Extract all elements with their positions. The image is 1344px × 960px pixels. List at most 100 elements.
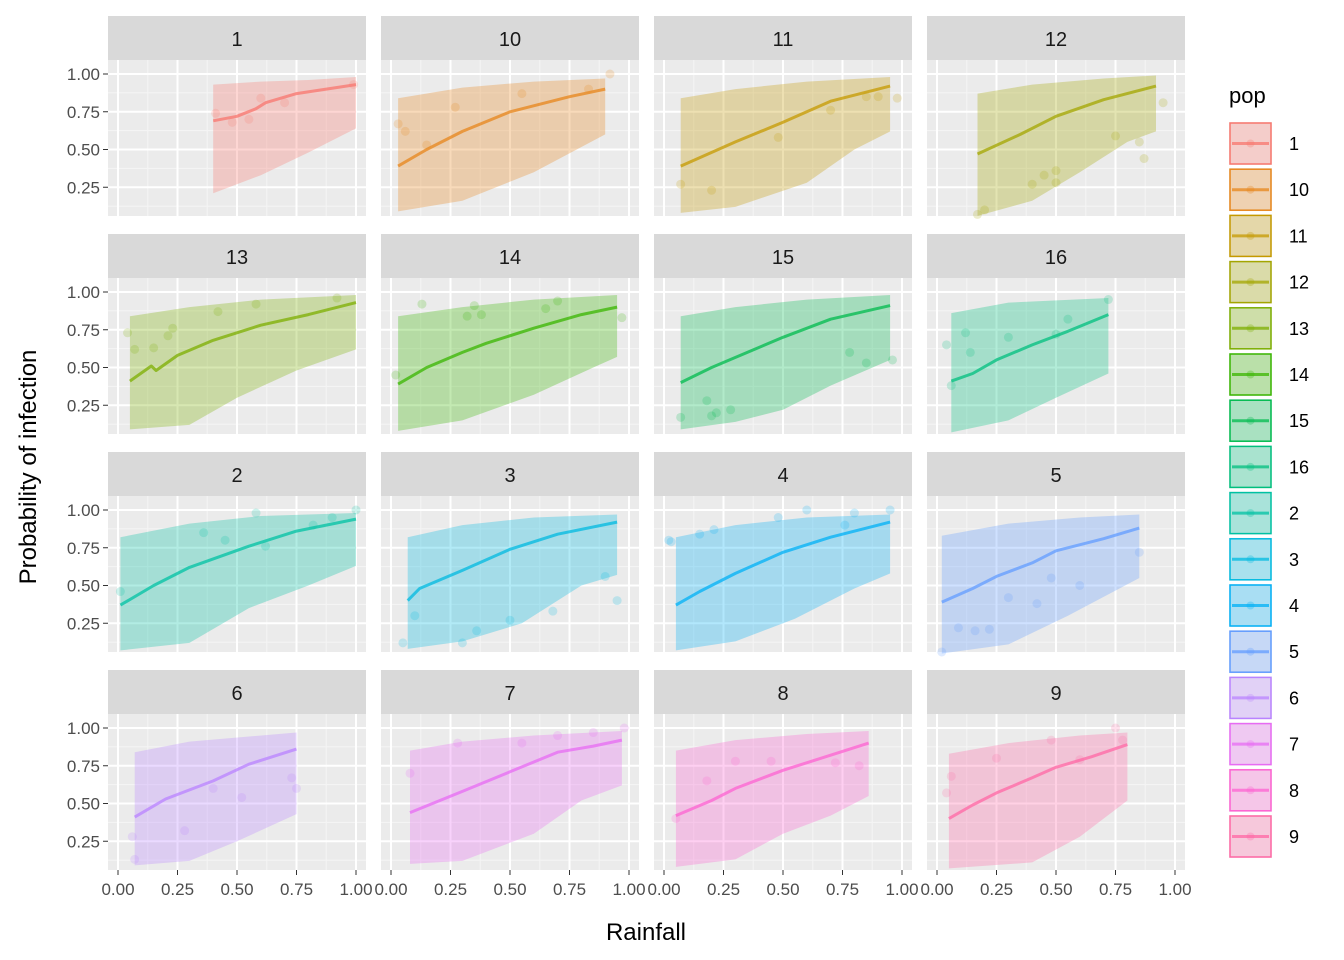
y-axis-title: Probability of infection <box>15 350 42 585</box>
facet-strip <box>381 234 639 278</box>
data-point <box>398 638 408 648</box>
fit-line-pop-13 <box>129 301 357 383</box>
legend-label: 12 <box>1289 273 1309 293</box>
data-point <box>453 738 463 748</box>
data-point <box>773 132 783 142</box>
y-tick-label: 0.50 <box>67 577 100 596</box>
x-tick-label: 0.25 <box>161 880 194 899</box>
y-tick-label: 0.25 <box>67 832 100 851</box>
legend-item-1: 1 <box>1229 122 1299 165</box>
facet-strip <box>654 16 912 60</box>
data-point <box>1046 573 1056 583</box>
data-point <box>830 758 840 768</box>
x-tick-label: 0.75 <box>553 880 586 899</box>
data-point <box>695 529 705 539</box>
data-point <box>887 355 897 365</box>
legend-label: 8 <box>1289 781 1299 801</box>
legend-key-point <box>1246 278 1255 287</box>
data-point <box>802 505 812 515</box>
facet-strip-label: 12 <box>1045 29 1067 51</box>
panel-1: 1 <box>108 16 366 216</box>
x-tick-label: 0.00 <box>374 880 407 899</box>
facet-strip-label: 2 <box>231 465 242 487</box>
data-point <box>1039 170 1049 180</box>
data-point <box>1075 581 1085 590</box>
legend-item-13: 13 <box>1229 306 1309 350</box>
data-point <box>123 328 133 338</box>
data-point <box>400 126 410 136</box>
y-tick-label: 0.25 <box>67 396 100 415</box>
data-point <box>517 738 527 748</box>
data-point <box>861 358 871 368</box>
data-point <box>417 299 427 309</box>
data-point <box>287 773 297 783</box>
panel-16: 16 <box>927 234 1185 434</box>
ribbon-pop-14 <box>398 295 618 431</box>
fit-line-pop-14 <box>397 305 618 386</box>
data-point <box>256 93 266 103</box>
facet-strip-label: 5 <box>1050 465 1061 487</box>
ribbon-pop-8 <box>675 731 869 867</box>
y-tick-label: 0.75 <box>67 539 100 558</box>
data-point <box>676 179 686 189</box>
legend-label: 1 <box>1289 134 1299 154</box>
ribbon-pop-13 <box>129 295 356 430</box>
data-point <box>1046 735 1056 745</box>
data-point <box>730 756 740 766</box>
ribbon-pop-3 <box>407 514 618 649</box>
ribbon-pop-2 <box>120 513 357 651</box>
data-point <box>676 412 686 422</box>
data-point <box>211 108 221 118</box>
data-point <box>541 304 551 314</box>
legend-label: 13 <box>1289 319 1309 339</box>
ribbon-pop-1 <box>213 77 356 194</box>
data-point <box>773 513 783 523</box>
ribbon-pop-12 <box>977 75 1156 216</box>
data-point <box>1003 593 1013 603</box>
data-point <box>220 535 230 545</box>
data-point <box>666 537 676 547</box>
legend-item-14: 14 <box>1229 353 1309 396</box>
facet-strip-label: 4 <box>777 465 788 487</box>
legend-key-point <box>1246 740 1255 749</box>
legend-key-point <box>1246 555 1255 564</box>
fit-line-pop-5 <box>941 526 1140 604</box>
data-point <box>405 768 415 778</box>
data-point <box>180 826 190 836</box>
x-tick-label: 1.00 <box>612 880 645 899</box>
legend-item-16: 16 <box>1229 445 1309 489</box>
data-point <box>702 776 712 786</box>
data-point <box>163 331 173 341</box>
data-point <box>1063 314 1073 324</box>
panel-3: 3 <box>381 452 639 652</box>
data-point <box>130 344 140 354</box>
data-point <box>517 89 527 99</box>
data-point <box>726 405 736 415</box>
facet-strip-label: 15 <box>772 247 794 269</box>
data-point <box>702 396 712 406</box>
data-point <box>251 299 261 309</box>
x-axis-title: Rainfall <box>606 919 686 946</box>
legend-item-12: 12 <box>1229 260 1309 304</box>
y-tick-label: 0.25 <box>67 614 100 633</box>
data-point <box>292 783 301 793</box>
fit-line-pop-10 <box>397 87 606 168</box>
data-point <box>244 114 254 124</box>
facet-strip-label: 9 <box>1050 683 1061 705</box>
data-point <box>393 119 403 129</box>
data-point <box>351 505 361 515</box>
data-point <box>505 615 515 625</box>
data-point <box>1051 166 1061 176</box>
y-tick-label: 1.00 <box>67 501 100 520</box>
data-point <box>168 323 178 333</box>
data-point <box>1027 179 1037 189</box>
x-tick-label: 1.00 <box>1158 880 1191 899</box>
data-point <box>149 343 159 353</box>
data-point <box>980 205 990 215</box>
legend-label: 9 <box>1289 827 1299 847</box>
data-point <box>462 311 472 321</box>
facet-strip-label: 6 <box>231 683 242 705</box>
y-tick-label: 0.75 <box>67 321 100 340</box>
data-point <box>1111 723 1120 733</box>
legend-label: 11 <box>1289 226 1308 246</box>
